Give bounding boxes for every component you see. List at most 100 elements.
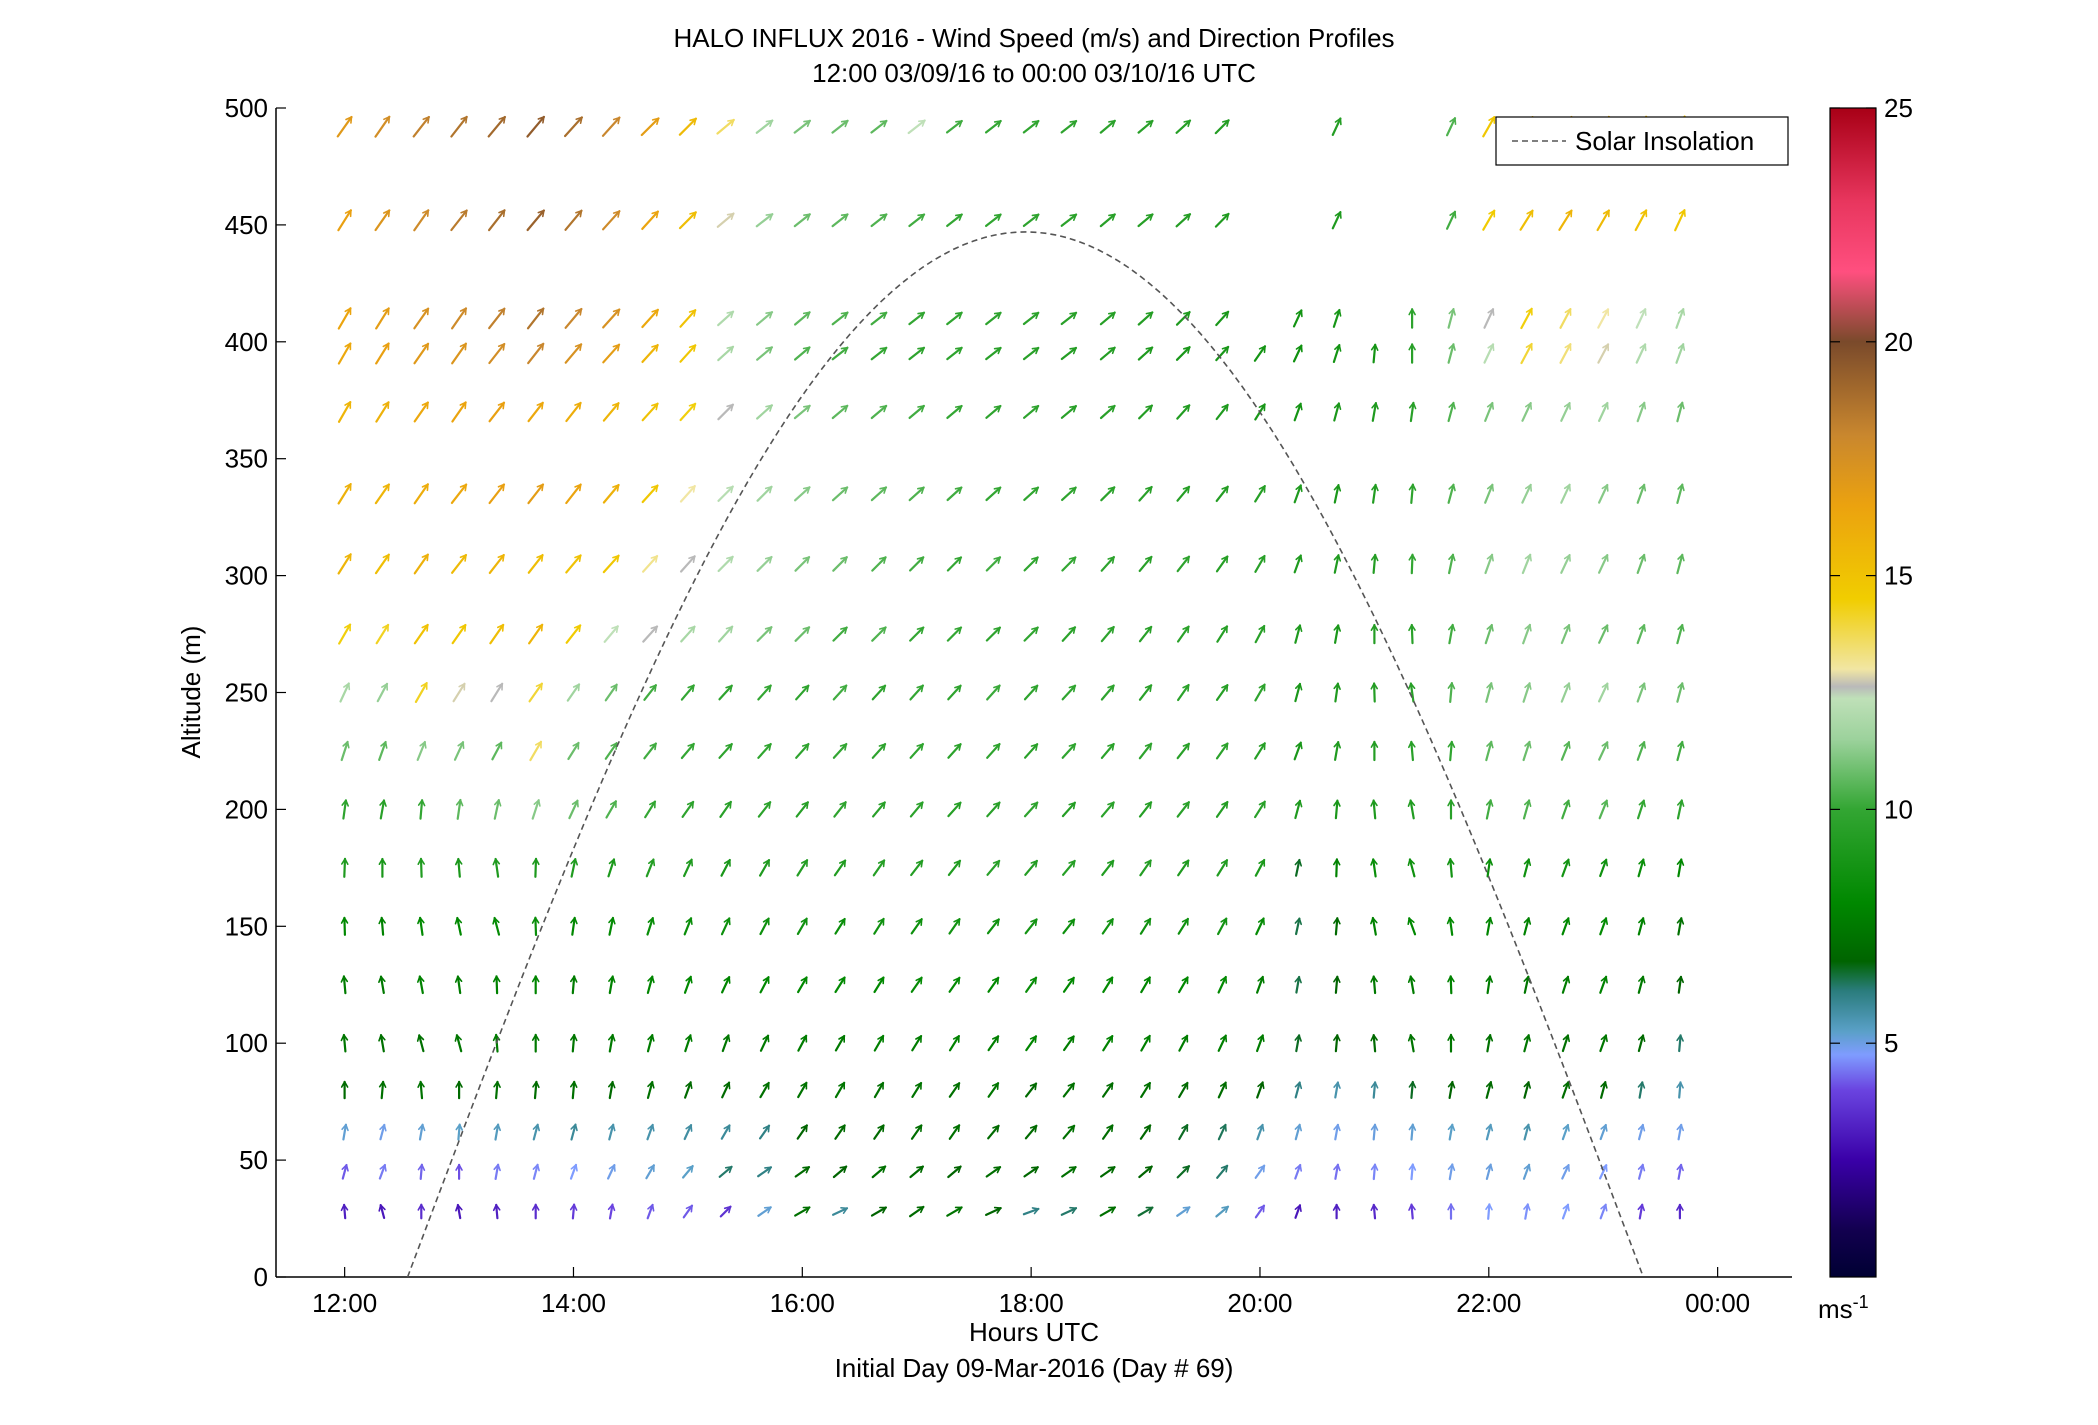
y-tick-label: 50: [239, 1145, 268, 1175]
wind-arrow: [646, 975, 655, 995]
wind-arrow: [1292, 344, 1303, 363]
wind-arrow: [755, 213, 774, 228]
legend-box: [1495, 116, 1789, 166]
wind-arrow: [1561, 1123, 1570, 1141]
wind-arrow: [1178, 1123, 1189, 1141]
wind-arrow: [1597, 682, 1609, 703]
wind-arrow: [832, 626, 848, 642]
wind-arrow: [1447, 1123, 1456, 1141]
wind-arrow: [1138, 625, 1153, 643]
colorbar-tick-label: 20: [1884, 327, 1913, 357]
wind-arrow: [492, 975, 501, 995]
wind-arrow: [643, 742, 658, 760]
wind-arrow: [375, 307, 390, 330]
wind-arrow: [909, 1165, 925, 1179]
x-tick-label: 20:00: [1227, 1288, 1292, 1318]
wind-arrow: [1370, 553, 1379, 575]
wind-arrow: [987, 976, 1000, 993]
wind-arrow: [337, 553, 352, 575]
wind-arrow: [796, 859, 809, 877]
wind-arrow: [870, 1206, 888, 1217]
x-ticks: 12:00 14:00 16:00 18:00 20:00 22:00 00:00: [312, 1267, 1750, 1318]
wind-arrow: [720, 1124, 731, 1140]
wind-arrow: [565, 483, 582, 505]
wind-arrow: [532, 1163, 540, 1180]
wind-arrow: [1254, 554, 1266, 573]
colorbar-unit: ms-1: [1818, 1292, 1869, 1324]
wind-arrow: [986, 859, 1001, 876]
wind-arrow: [1408, 1123, 1417, 1141]
wind-arrow: [909, 801, 924, 818]
wind-arrow: [1023, 743, 1039, 759]
wind-arrow: [646, 1203, 655, 1220]
wind-arrow: [1407, 917, 1417, 936]
wind-arrow: [1636, 483, 1647, 504]
wind-arrow: [871, 556, 887, 572]
wind-arrow: [679, 555, 696, 573]
wind-arrow: [984, 119, 1002, 134]
wind-arrow: [1024, 1124, 1038, 1140]
wind-arrow: [831, 404, 849, 420]
wind-arrow: [947, 743, 962, 759]
wind-arrow: [568, 799, 579, 820]
wind-arrow: [491, 741, 503, 761]
wind-arrow: [985, 486, 1002, 502]
wind-arrow: [1024, 918, 1038, 935]
wind-arrow: [1332, 1203, 1341, 1220]
wind-arrow: [1176, 555, 1191, 573]
wind-arrow: [873, 1034, 885, 1052]
wind-arrow: [1408, 1203, 1416, 1220]
wind-arrow: [1447, 740, 1456, 762]
wind-arrow: [1558, 209, 1573, 231]
wind-arrow: [1099, 1206, 1117, 1217]
wind-arrow: [721, 1081, 731, 1099]
wind-arrow: [1408, 401, 1417, 423]
wind-arrow: [832, 556, 848, 572]
wind-arrow: [1676, 1203, 1684, 1220]
wind-arrow: [683, 1081, 693, 1099]
wind-arrow: [758, 858, 771, 877]
wind-arrow: [872, 859, 886, 877]
wind-arrow: [1023, 1166, 1039, 1178]
wind-arrow: [946, 486, 963, 502]
wind-arrow: [565, 401, 582, 423]
wind-arrow: [1447, 799, 1455, 820]
wind-arrow: [833, 801, 847, 818]
colorbar-tick-label: 25: [1884, 93, 1913, 123]
wind-arrow: [682, 1204, 694, 1219]
wind-arrow: [984, 213, 1002, 227]
legend: Solar Insolation: [1495, 116, 1789, 166]
wind-arrow: [832, 1165, 848, 1179]
wind-arrow: [758, 1124, 771, 1140]
wind-arrow: [340, 1033, 349, 1053]
y-tick-label: 200: [225, 794, 268, 824]
wind-arrow: [756, 346, 774, 361]
wind-arrow: [834, 976, 846, 994]
wind-arrow: [759, 976, 770, 994]
wind-arrow: [488, 342, 506, 365]
wind-arrow: [1101, 859, 1115, 877]
wind-arrow: [1635, 343, 1647, 364]
wind-arrow: [1178, 1034, 1189, 1052]
wind-arrow: [793, 486, 811, 502]
wind-arrow: [1408, 1080, 1417, 1100]
wind-arrow: [756, 626, 773, 643]
wind-arrow: [602, 483, 620, 504]
wind-arrow: [757, 742, 772, 759]
wind-arrow: [794, 1165, 811, 1178]
wind-arrow: [1561, 975, 1571, 994]
wind-arrow: [908, 1205, 925, 1218]
wind-arrow: [1482, 209, 1496, 231]
wind-arrow: [492, 1203, 501, 1220]
wind-arrow: [1485, 799, 1494, 820]
wind-arrow: [757, 1166, 773, 1178]
wind-arrow: [946, 626, 963, 642]
wind-arrow: [413, 483, 429, 505]
wind-arrow: [1062, 918, 1076, 935]
wind-arrow: [602, 343, 621, 364]
wind-arrow: [910, 976, 923, 993]
wind-arrow: [527, 553, 544, 574]
wind-arrow: [641, 402, 659, 422]
wind-arrow: [526, 307, 545, 330]
wind-arrow: [374, 209, 391, 232]
